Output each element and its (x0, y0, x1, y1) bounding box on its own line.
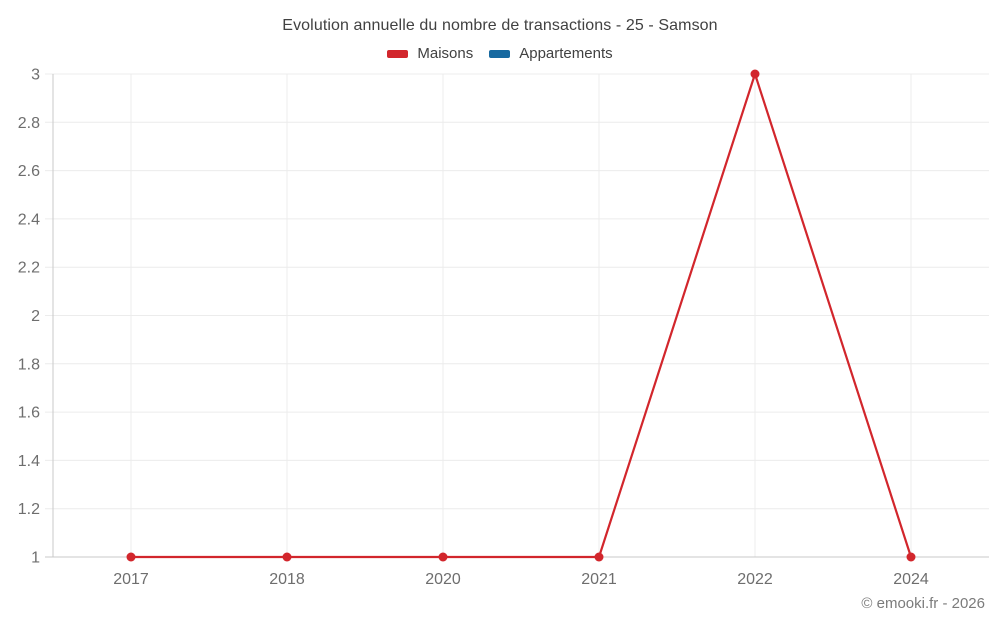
x-tick-label-2017: 2017 (113, 571, 149, 588)
legend-item-maisons[interactable]: Maisons (387, 45, 473, 62)
maisons-point-2024[interactable] (906, 552, 916, 562)
maisons-point-2017[interactable] (126, 552, 136, 562)
y-tick-label-1.8: 1.8 (18, 356, 40, 373)
legend-label-maisons: Maisons (417, 45, 474, 62)
y-tick-label-2.4: 2.4 (18, 211, 40, 228)
y-tick-label-2.6: 2.6 (18, 163, 40, 180)
chart-title: Evolution annuelle du nombre de transact… (282, 17, 718, 34)
maisons-point-2022[interactable] (750, 69, 760, 79)
x-tick-label-2024: 2024 (893, 571, 929, 588)
maisons-point-2020[interactable] (438, 552, 448, 562)
maisons-point-2018[interactable] (282, 552, 292, 562)
y-tick-label-1.4: 1.4 (18, 453, 40, 470)
y-tick-label-3: 3 (31, 67, 40, 84)
y-tick-label-2: 2 (31, 308, 40, 325)
legend-swatch-maisons (387, 49, 409, 58)
y-tick-label-2.8: 2.8 (18, 115, 40, 132)
x-tick-label-2018: 2018 (269, 571, 305, 588)
x-tick-label-2020: 2020 (425, 571, 461, 588)
y-tick-label-1.6: 1.6 (18, 405, 40, 422)
x-tick-label-2021: 2021 (581, 571, 617, 588)
y-tick-label-2.2: 2.2 (18, 260, 40, 277)
x-tick-label-2022: 2022 (737, 571, 773, 588)
maisons-line (129, 72, 913, 559)
maisons-point-2021[interactable] (594, 552, 604, 562)
legend-item-appartements[interactable]: Appartements (489, 45, 613, 62)
y-tick-label-1.2: 1.2 (18, 501, 40, 518)
y-tick-label-1: 1 (31, 550, 40, 567)
legend-swatch-appartements (489, 49, 511, 58)
chart-legend: Maisons Appartements (0, 45, 1000, 62)
legend-label-appartements: Appartements (519, 45, 613, 62)
footer-credit: © emooki.fr - 2026 (861, 595, 985, 612)
